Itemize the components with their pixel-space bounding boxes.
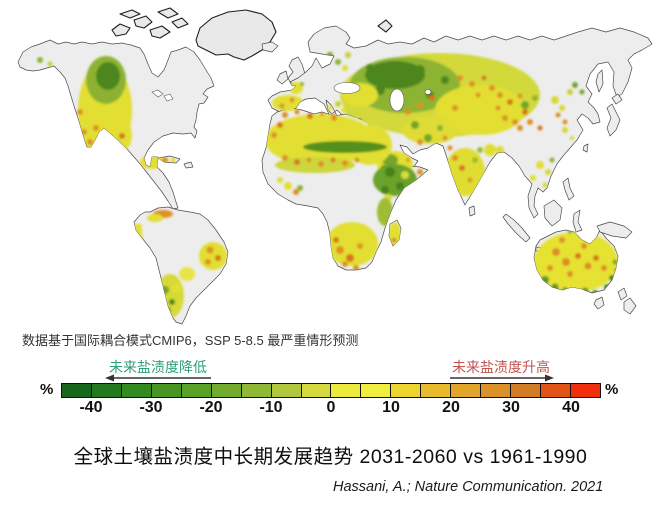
colorbar-segment — [481, 384, 512, 397]
colorbar-segment — [391, 384, 422, 397]
colorbar-tick: -10 — [259, 399, 283, 416]
colorbar-segment — [241, 384, 272, 397]
colorbar-segment — [62, 384, 92, 397]
legend-increase-label: 未来盐渍度升高 — [452, 359, 550, 375]
colorbar-ticks: -40 -30 -20 -10 0 10 20 30 40 — [61, 399, 601, 419]
arrow-right-icon — [450, 374, 554, 382]
colorbar-segment — [451, 384, 482, 397]
colorbar-segment — [211, 384, 242, 397]
arrow-left-icon — [105, 374, 211, 382]
unit-percent-right: % — [605, 381, 619, 398]
colorbar-segment — [181, 384, 212, 397]
colorbar-segment — [421, 384, 452, 397]
colorbar-segment — [121, 384, 152, 397]
colorbar-tick: -40 — [79, 399, 103, 416]
colorbar-segment — [361, 384, 392, 397]
world-map — [17, 7, 653, 325]
colorbar-tick: 20 — [442, 399, 460, 416]
colorbar-tick: 10 — [382, 399, 400, 416]
colorbar-segment — [91, 384, 122, 397]
data-source-note: 数据基于国际耦合模式CMIP6，SSP 5-8.5 最严重情形预测 — [22, 333, 359, 348]
colorbar-segment — [541, 384, 571, 397]
colorbar-segment — [151, 384, 182, 397]
citation: Hassani, A.; Nature Communication. 2021 — [333, 479, 604, 495]
colorbar-tick: -20 — [199, 399, 223, 416]
colorbar-segment — [511, 384, 541, 397]
colorbar-tick: -30 — [139, 399, 163, 416]
colorbar — [61, 383, 601, 398]
colorbar-tick: 30 — [502, 399, 520, 416]
colorbar-segment — [570, 384, 600, 397]
colorbar-segment — [331, 384, 362, 397]
inland-seas — [151, 82, 432, 112]
arctic-islands — [111, 7, 393, 39]
colorbar-segment — [301, 384, 332, 397]
legend-decrease-label: 未来盐渍度降低 — [109, 359, 207, 375]
colorbar-tick: 0 — [326, 399, 336, 416]
unit-percent-left: % — [40, 381, 54, 398]
colorbar-segment — [271, 384, 302, 397]
figure-title: 全球土壤盐渍度中长期发展趋势 2031-2060 vs 1961-1990 — [73, 446, 588, 468]
salinity-overlay — [37, 52, 620, 318]
colorbar-tick: 40 — [562, 399, 580, 416]
